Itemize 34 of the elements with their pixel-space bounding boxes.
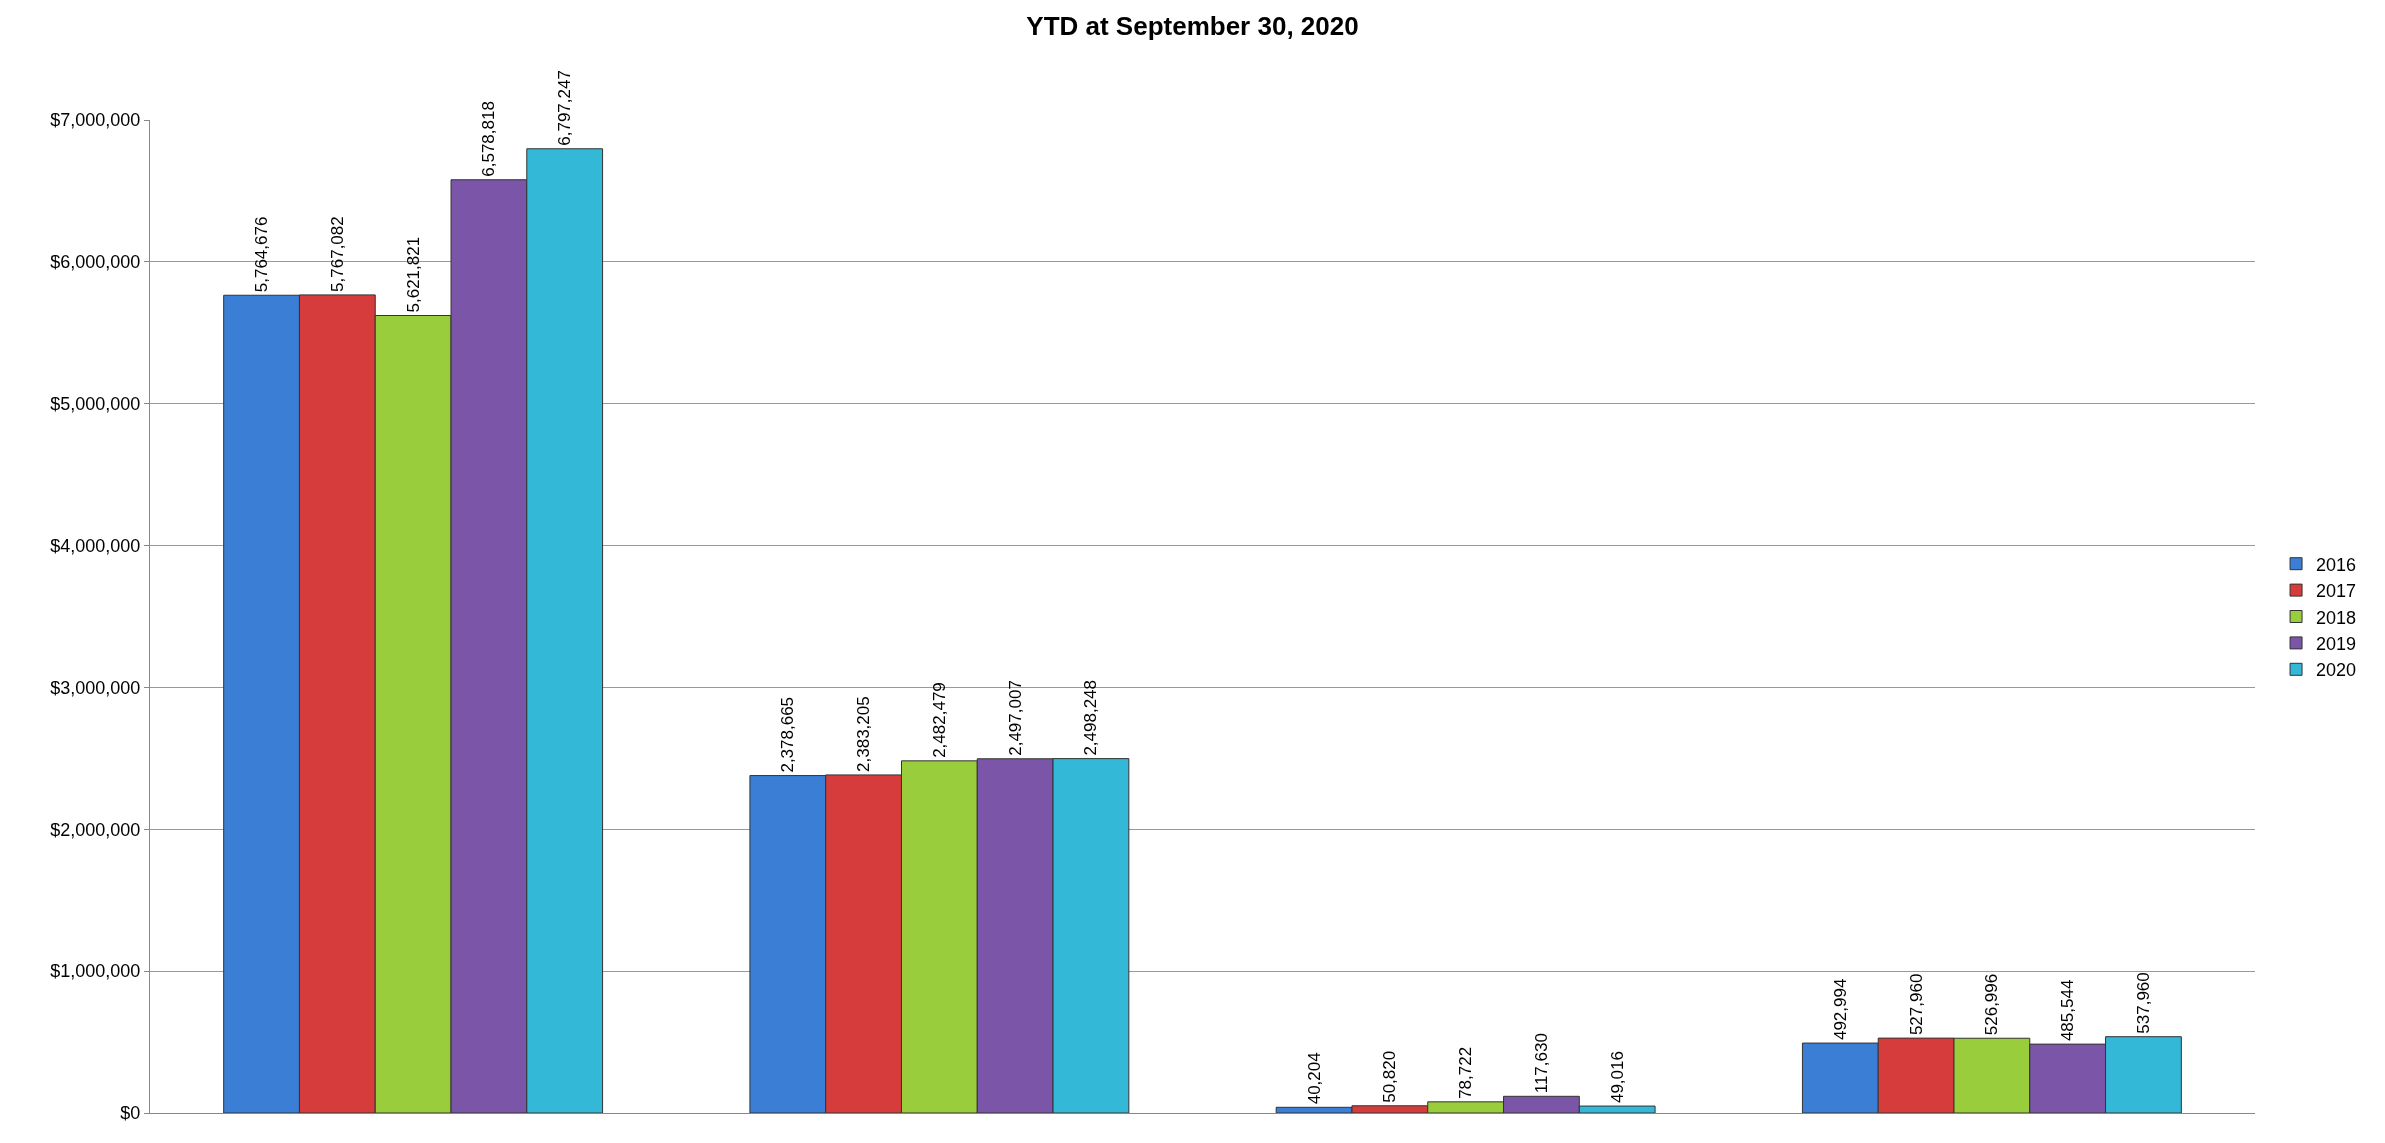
- y-tick-label: $0: [120, 1103, 141, 1124]
- chart-title: YTD at September 30, 2020: [1026, 11, 1359, 42]
- y-tick-label: $1,000,000: [50, 961, 141, 982]
- data-label: 117,630: [1531, 1033, 1551, 1094]
- y-tick-label: $6,000,000: [50, 252, 141, 273]
- legend-label: 2019: [2316, 633, 2357, 654]
- data-label: 50,820: [1380, 1050, 1400, 1103]
- data-label: 6,578,818: [479, 101, 499, 177]
- y-tick-label: $7,000,000: [50, 110, 141, 131]
- data-label: 5,764,676: [252, 216, 272, 293]
- data-label: 5,767,082: [327, 216, 347, 292]
- data-label: 2,383,205: [854, 696, 874, 772]
- data-label: 40,204: [1304, 1052, 1324, 1105]
- data-label: 2,498,248: [1081, 679, 1101, 756]
- legend-label: 2016: [2316, 554, 2357, 575]
- data-label: 527,960: [1906, 973, 1926, 1036]
- data-label: 78,722: [1456, 1046, 1476, 1099]
- data-label: 492,994: [1830, 978, 1850, 1041]
- data-label: 2,378,665: [778, 696, 798, 773]
- y-tick-label: $2,000,000: [50, 819, 141, 840]
- data-label: 485,544: [2058, 979, 2078, 1042]
- y-tick-label: $5,000,000: [50, 394, 141, 415]
- data-label: 49,016: [1607, 1051, 1627, 1104]
- data-label: 526,996: [1982, 973, 2002, 1036]
- data-label: 5,621,821: [403, 236, 423, 313]
- data-label: 537,960: [2133, 972, 2153, 1034]
- data-label: 2,482,479: [929, 682, 949, 758]
- legend-label: 2020: [2316, 660, 2357, 681]
- legend-label: 2018: [2316, 607, 2357, 628]
- data-label: 6,797,247: [555, 70, 575, 146]
- y-tick-label: $4,000,000: [50, 535, 141, 556]
- data-label: 2,497,007: [1005, 680, 1025, 756]
- y-tick-label: $3,000,000: [50, 677, 141, 698]
- legend-label: 2017: [2316, 581, 2357, 602]
